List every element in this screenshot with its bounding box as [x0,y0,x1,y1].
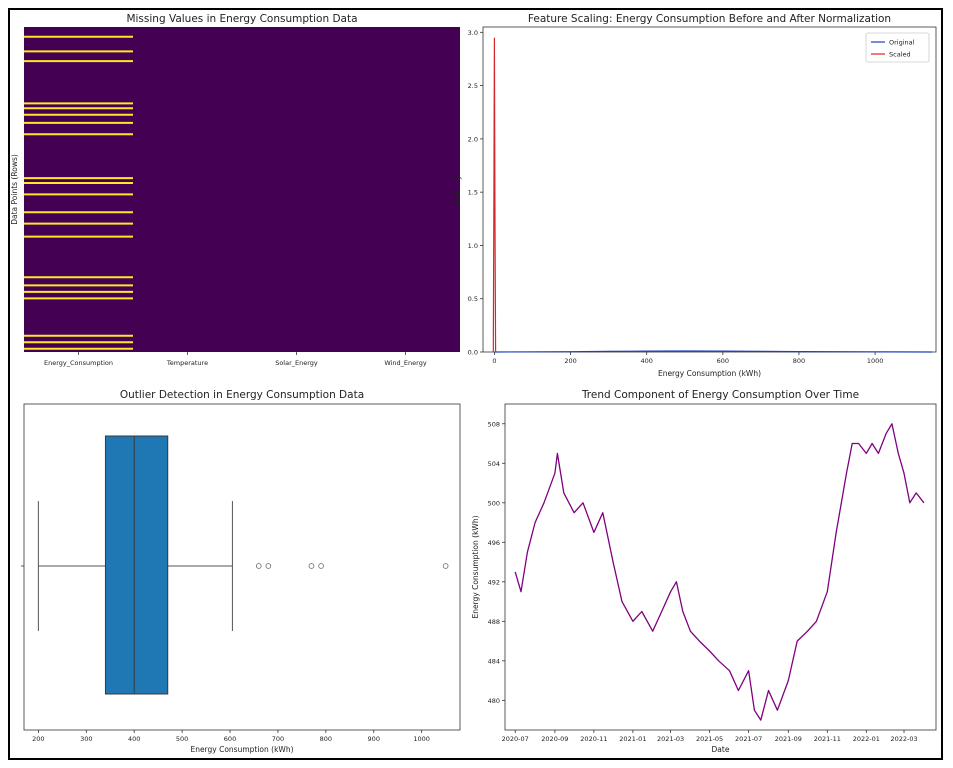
legend-entry: Scaled [889,51,911,59]
missing-value-stripe [24,177,133,180]
legend-box [865,32,930,63]
outlier-point [308,563,315,569]
trend-x-tick-label: 2020-07 [502,735,529,743]
boxplot-x-tick-label: 500 [176,735,188,743]
trend-title: Trend Component of Energy Consumption Ov… [581,389,859,401]
scaling-y-tick-label: 1.0 [468,242,478,250]
trend-x-tick-label: 2021-03 [657,735,684,743]
series-line-scaled [492,37,497,353]
legend-entry: Original [889,39,915,47]
trend-y-tick-label: 484 [488,657,500,665]
trend-x-tick-label: 2020-11 [580,735,607,743]
missing-value-stripe [24,290,133,293]
missing-value-stripe [24,347,133,350]
box-iqr [104,435,169,695]
boxplot-frame [23,403,461,731]
outlier-point [265,563,272,569]
trend-line [514,423,925,721]
series-line-original [494,350,933,353]
heatmap-x-tick-label: Wind_Energy [384,359,426,367]
scaling-xlabel: Energy Consumption (kWh) [658,369,761,378]
trend-ylabel: Energy Consumption (kWh) [471,515,480,618]
heatmap-x-tick-label: Temperature [166,359,208,367]
missing-value-stripe [24,297,133,300]
trend-x-tick-label: 2021-05 [696,735,723,743]
scaling-y-tick-label: 0.0 [468,349,478,357]
scaling-plot-frame [482,26,937,353]
boxplot-x-tick-label: 1000 [413,735,430,743]
trend-x-tick-label: 2022-01 [853,735,880,743]
scaling-y-tick-label: 2.5 [468,82,478,90]
missing-value-stripe [24,121,133,124]
heatmap-title: Missing Values in Energy Consumption Dat… [126,13,357,25]
boxplot-x-tick-label: 400 [128,735,140,743]
trend-y-tick-label: 500 [488,499,500,507]
trend-xlabel: Date [712,745,730,754]
scaling-x-tick-label: 0 [492,357,496,365]
missing-value-stripe [24,35,133,38]
heatmap-cell [242,27,351,352]
scaling-y-tick-label: 3.0 [468,29,478,37]
missing-value-stripe [24,222,133,225]
trend-y-tick-label: 508 [488,420,500,428]
scaling-y-tick-label: 2.0 [468,135,478,143]
scaling-x-tick-label: 600 [717,357,729,365]
trend-y-tick-label: 488 [488,618,500,626]
boxplot-title: Outlier Detection in Energy Consumption … [120,389,364,401]
trend-y-tick-label: 504 [488,460,500,468]
scaling-y-tick-label: 0.5 [468,295,478,303]
missing-value-stripe [24,113,133,116]
missing-value-stripe [24,341,133,344]
trend-y-tick-label: 492 [488,578,500,586]
boxplot-xlabel: Energy Consumption (kWh) [190,745,293,754]
trend-x-tick-label: 2022-03 [890,735,917,743]
trend-x-tick-label: 2021-09 [775,735,802,743]
boxplot-x-tick-label: 300 [80,735,92,743]
trend-x-tick-label: 2020-09 [541,735,568,743]
heatmap-cell [24,27,133,352]
boxplot-x-tick-label: 700 [272,735,284,743]
outlier-point [255,563,262,569]
scaling-x-tick-label: 400 [640,357,652,365]
missing-value-stripe [24,334,133,337]
trend-plot-frame [504,403,937,731]
missing-value-stripe [24,182,133,184]
boxplot-x-tick-label: 800 [320,735,332,743]
trend-x-tick-label: 2021-11 [814,735,841,743]
missing-value-stripe [24,235,133,238]
scaling-x-tick-label: 800 [793,357,805,365]
trend-y-tick-label: 480 [488,697,500,705]
scaling-x-tick-label: 200 [564,357,576,365]
missing-value-stripe [24,50,133,53]
scaling-x-tick-label: 1000 [867,357,884,365]
heatmap-ylabel: Data Points (Rows) [10,154,19,225]
missing-value-stripe [24,284,133,287]
scaling-ylabel: Density [453,175,462,204]
boxplot-x-tick-label: 600 [224,735,236,743]
outlier-point [442,563,449,569]
heatmap-cell [351,27,460,352]
missing-value-stripe [24,276,133,279]
missing-value-stripe [24,102,133,105]
missing-value-stripe [24,60,133,63]
missing-value-stripe [24,193,133,196]
boxplot-x-tick-label: 900 [368,735,380,743]
heatmap-cell [133,27,242,352]
scaling-y-tick-label: 1.5 [468,189,478,197]
outlier-point [318,563,324,569]
missing-value-stripe [24,133,133,136]
missing-value-stripe [24,211,133,214]
trend-x-tick-label: 2021-07 [735,735,762,743]
heatmap-x-tick-label: Energy_Consumption [44,359,113,367]
boxplot-x-tick-label: 200 [32,735,44,743]
scaling-title: Feature Scaling: Energy Consumption Befo… [528,13,891,25]
missing-value-stripe [24,107,133,110]
trend-y-tick-label: 496 [488,539,500,547]
trend-x-tick-label: 2021-01 [619,735,646,743]
heatmap-x-tick-label: Solar_Energy [275,359,318,367]
